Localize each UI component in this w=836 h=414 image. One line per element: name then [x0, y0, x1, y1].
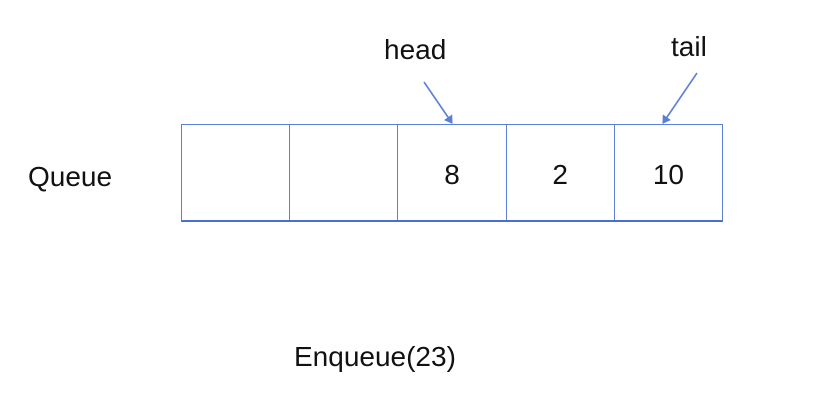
enqueue-operation-label: Enqueue(23) — [294, 341, 456, 372]
queue-cell: 8 — [398, 125, 507, 220]
tail-arrow — [662, 72, 698, 124]
head-arrow — [423, 81, 453, 124]
queue-cell — [182, 125, 291, 220]
queue-cell: 2 — [507, 125, 615, 220]
queue-row-label: Queue — [28, 161, 113, 192]
head-pointer-label: head — [384, 34, 447, 65]
queue-array: 8 2 10 — [181, 124, 723, 222]
tail-pointer-label: tail — [671, 31, 707, 62]
queue-cell: 10 — [652, 158, 684, 190]
queue-cell — [290, 125, 399, 220]
